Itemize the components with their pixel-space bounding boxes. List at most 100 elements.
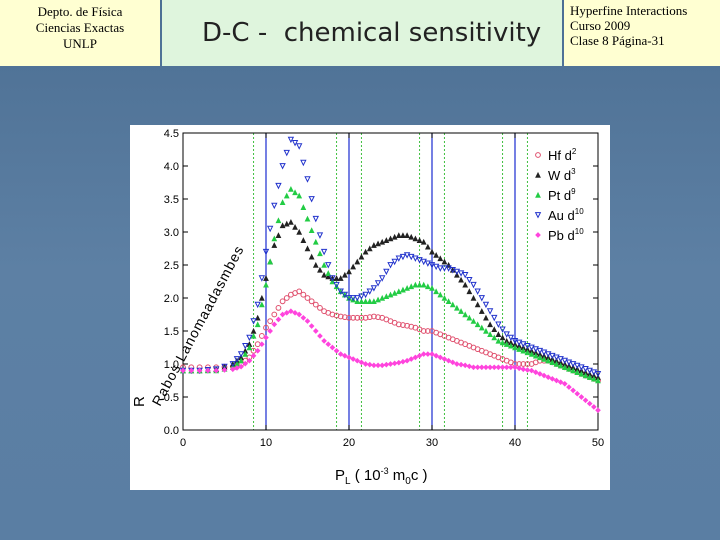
data-point [342,352,348,359]
data-point [486,308,494,315]
data-point [541,355,547,362]
data-point [321,271,327,278]
data-point [321,261,327,268]
data-point [292,310,298,316]
data-point [205,367,211,374]
data-point [590,369,598,376]
data-point [516,346,523,352]
data-point [341,291,349,299]
data-point [420,238,427,245]
data-point [499,326,506,333]
data-point [487,321,493,328]
data-point [483,364,489,371]
data-point [470,364,477,371]
data-point [254,321,261,328]
legend-marker [535,152,541,158]
data-point [412,354,419,361]
data-point [271,235,278,242]
data-point [238,363,244,370]
y-tick-label: 0.0 [164,425,179,437]
data-point [316,232,324,239]
data-point [499,364,506,371]
data-point [420,351,427,357]
data-point [395,321,402,328]
data-point [495,331,502,337]
data-point [375,314,381,321]
data-point [300,314,307,321]
data-point [375,296,381,303]
y-tick-label: 1.0 [164,359,179,371]
legend-marker [535,232,541,238]
data-point [549,376,556,382]
data-point [366,314,373,321]
data-point [511,338,519,345]
data-point [333,281,340,289]
data-point [383,268,390,276]
data-point [275,182,282,190]
data-point [549,352,556,360]
y-axis-label: R [131,396,148,407]
data-point [432,263,440,271]
x-tick-label: 40 [509,437,521,449]
data-point [537,354,543,361]
data-point [582,372,589,379]
data-point [557,379,564,385]
data-point [466,288,473,295]
data-point [229,366,236,373]
data-point [404,232,410,238]
data-point [420,258,427,266]
data-point [312,301,319,308]
legend-label: Pt d9 [548,187,576,203]
data-point [304,215,311,222]
data-point [574,369,581,375]
x-tick-label: 30 [426,437,438,449]
data-point [445,357,452,364]
data-point [292,223,298,230]
course-line-1: Hyperfine Interactions [570,3,688,18]
series-3 [179,136,602,378]
data-point [242,360,249,367]
data-point [508,364,514,371]
data-point [594,371,602,378]
data-point [495,364,502,371]
data-point [457,270,465,277]
data-point [408,283,415,290]
data-point [304,295,311,301]
data-point [528,367,535,374]
data-point [234,365,240,371]
data-point [399,253,407,261]
data-point [474,301,481,308]
data-point [470,281,477,289]
data-point [279,298,286,305]
data-point [391,289,398,296]
data-point [437,255,444,262]
data-point [362,314,369,321]
data-point [250,327,257,334]
x-tick-label: 10 [260,437,272,449]
data-point [528,344,535,352]
data-point [346,354,352,361]
data-point [582,397,589,404]
data-point [300,291,307,298]
data-point [503,364,510,371]
x-tick-label: 50 [592,437,604,449]
data-point [512,364,518,371]
data-point [387,361,394,367]
data-point [387,262,394,269]
data-point [528,351,535,357]
data-point [582,366,589,373]
legend-marker [535,171,541,178]
data-point [312,238,319,245]
data-point [557,356,564,363]
data-point [354,295,361,302]
data-point [495,337,502,344]
data-point [482,301,490,309]
data-point [374,280,382,287]
data-point [516,365,522,372]
y-tick-label: 1.5 [164,326,179,338]
data-point [345,295,353,302]
data-point [370,285,378,292]
data-point [478,364,485,371]
data-point [462,281,469,288]
data-point [283,295,290,301]
